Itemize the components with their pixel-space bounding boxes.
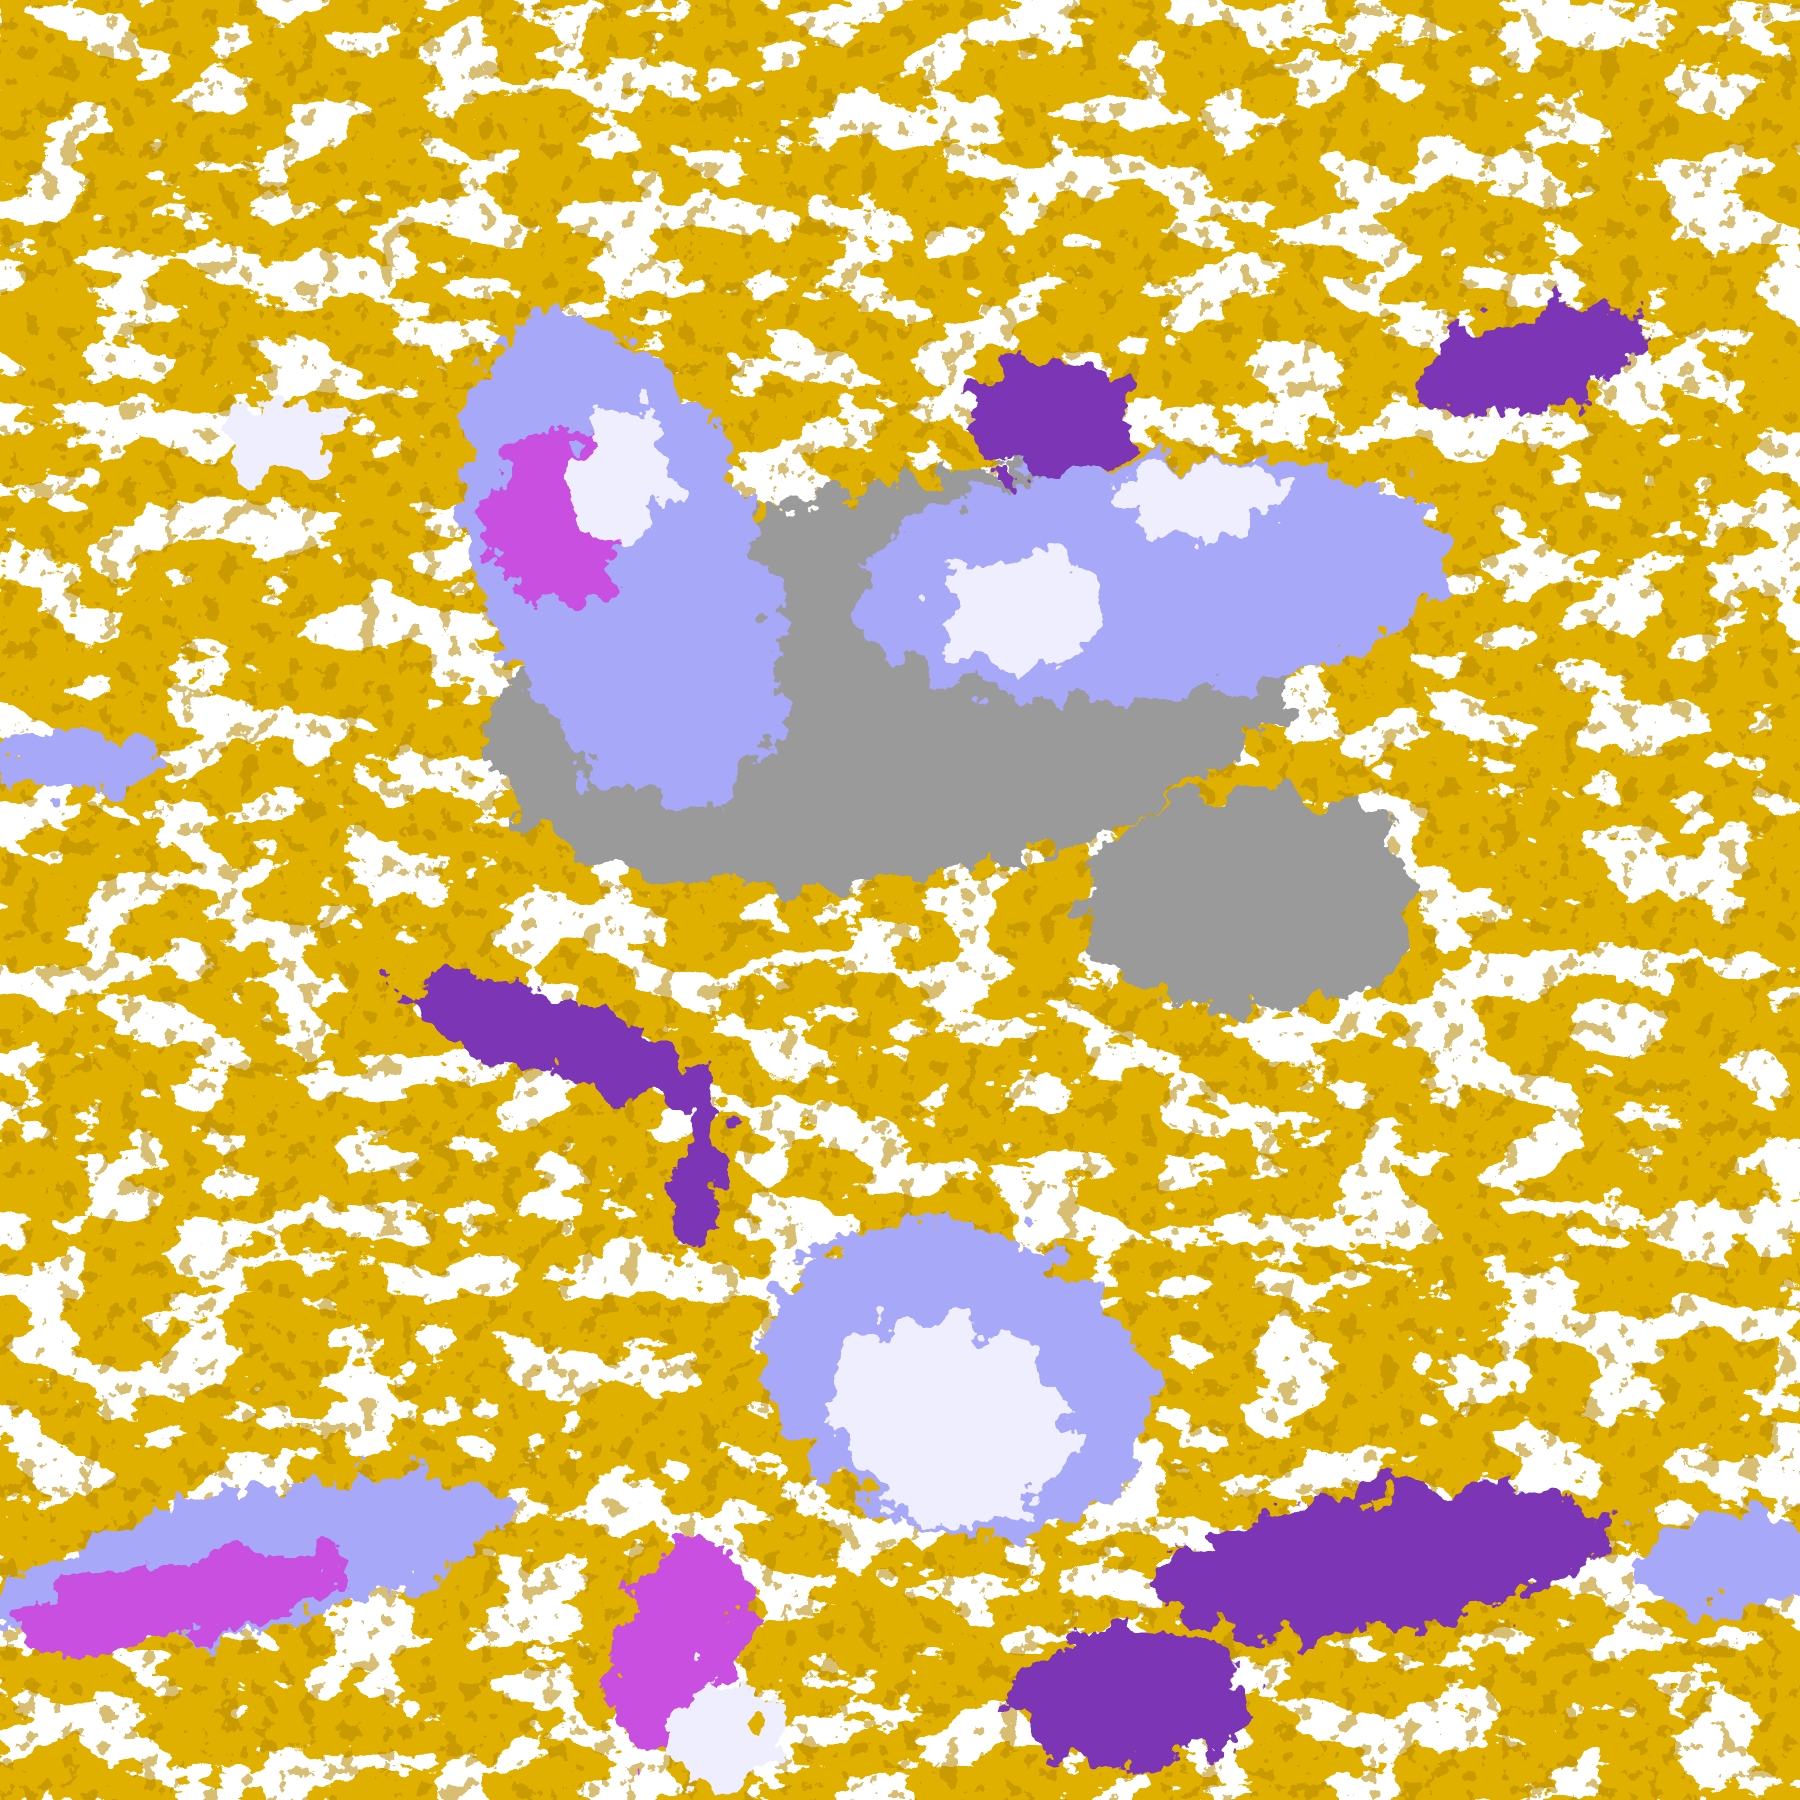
cloud-core-1 xyxy=(940,550,1100,670)
cloud-gray-east xyxy=(1080,790,1420,1010)
cloud-nw xyxy=(220,400,340,480)
high-cloud-ne xyxy=(1413,302,1647,418)
front-pale xyxy=(670,1670,770,1790)
cloud-core-3 xyxy=(1120,460,1280,540)
cloud-se-edge xyxy=(1630,1510,1800,1610)
cloud-west-edge xyxy=(0,730,170,790)
cloud-core-2 xyxy=(570,410,670,550)
high-cloud-north xyxy=(970,360,1130,480)
cirrus-band-se xyxy=(1152,1483,1608,1637)
front-sw-core xyxy=(13,1547,347,1653)
cloud-systems xyxy=(0,302,1800,1790)
cirrus-band-west xyxy=(397,975,723,1105)
storm-south-core xyxy=(832,1317,1068,1523)
cirrus-south xyxy=(1010,1630,1250,1770)
cirrus-small xyxy=(675,1090,725,1250)
